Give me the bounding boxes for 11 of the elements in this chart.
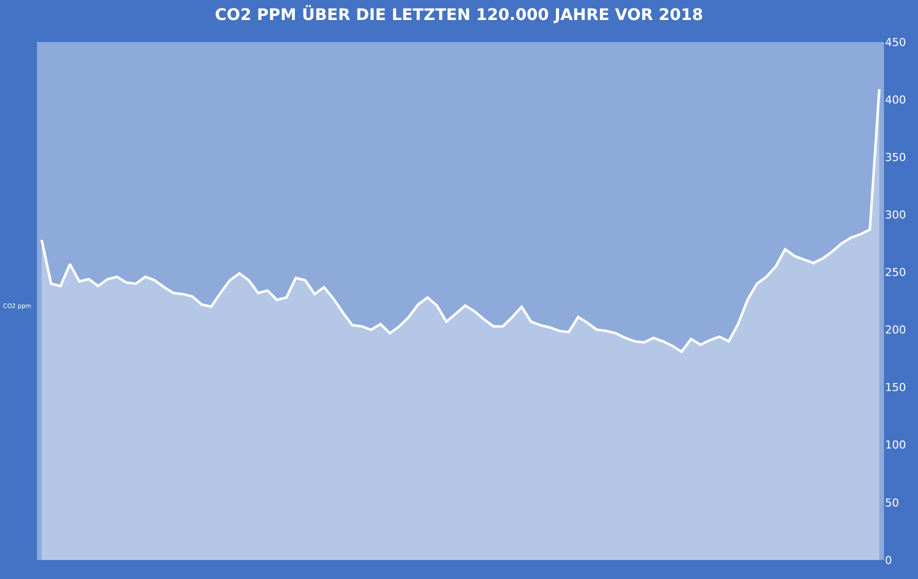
chart-title: CO2 PPM ÜBER DIE LETZTEN 120.000 JAHRE VOR 2018 — [214, 4, 704, 24]
y-tick-label: 200 — [885, 324, 906, 337]
y-tick-label: 0 — [885, 554, 892, 567]
y-tick-label: 250 — [885, 266, 906, 280]
y-tick-label: 50 — [885, 496, 899, 510]
y-tick-label: 350 — [885, 150, 906, 164]
y-tick-label: 300 — [885, 208, 906, 222]
y-tick-label: 400 — [885, 93, 906, 106]
y-tick-label: 450 — [885, 36, 906, 49]
y-tick-label: 100 — [885, 438, 906, 452]
y-tick-label: 150 — [885, 381, 906, 394]
